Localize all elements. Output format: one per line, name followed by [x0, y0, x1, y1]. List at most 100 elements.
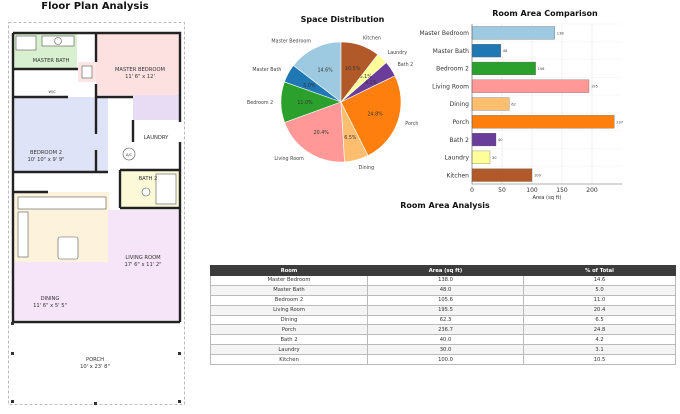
- bar-value-label: 62: [511, 103, 516, 107]
- bar-value-label: 138: [557, 31, 565, 35]
- room-label-laundry: LAUNDRY: [144, 135, 170, 141]
- bar-x-tick-label: 50: [498, 187, 506, 194]
- bar-category-label: Living Room: [432, 83, 469, 90]
- table-header-cell: Room: [210, 265, 368, 276]
- table-cell: Master Bath: [210, 284, 368, 296]
- pie-chart-title: Space Distribution: [300, 15, 385, 24]
- table-cell: Dining: [210, 314, 368, 326]
- bar-chart-title: Room Area Comparison: [492, 9, 598, 18]
- room-area-table: Room Area (sq ft)% of Total Master Bedroo…: [210, 265, 676, 366]
- pie-category-label-master-bath: Master Bath: [252, 67, 281, 73]
- bar-category-label: Bedroom 2: [436, 66, 469, 73]
- bar-laundry: [471, 150, 491, 164]
- room-label-ac: A/C: [126, 153, 133, 157]
- room-label-living-room: LIVING ROOM: [125, 255, 160, 261]
- table-cell: Porch: [210, 324, 368, 336]
- bar-value-label: 40: [498, 138, 503, 142]
- room-label-master-bedroom: MASTER BEDROOM: [115, 67, 165, 73]
- table-cell: 30.0: [367, 344, 524, 356]
- pie-pct-label-master-bedroom: 14.6%: [317, 68, 333, 74]
- bar-value-label: 237: [616, 120, 623, 124]
- table-cell: 6.5: [523, 314, 676, 326]
- zone-living-room: [108, 210, 180, 320]
- table-header-cell: Area (sq ft): [367, 265, 524, 276]
- bar-value-label: 195: [591, 85, 598, 89]
- table-cell: 3.1: [523, 344, 676, 356]
- pie-slice-living-room: [284, 101, 345, 163]
- bar-bedroom-2: [471, 61, 536, 75]
- bar-category-label: Porch: [452, 119, 469, 126]
- pie-pct-label-master-bath: 5.0%: [303, 83, 316, 89]
- bar-x-tick-label: 100: [526, 187, 538, 194]
- bar-dining: [471, 97, 510, 111]
- bar-x-tick-label: 150: [556, 187, 568, 194]
- zone-bedroom-2: [13, 97, 108, 172]
- table-cell: 138.0: [367, 275, 524, 286]
- zone-dining: [13, 262, 108, 320]
- table-row: Living Room 195.5 20.4: [210, 304, 676, 316]
- pie-category-label-porch: Porch: [405, 121, 418, 127]
- bar-value-label: 106: [538, 67, 546, 71]
- floorplan-title: Floor Plan Analysis: [41, 1, 149, 12]
- table-cell: Kitchen: [210, 354, 368, 366]
- bar-category-label: Dining: [450, 101, 470, 108]
- bar-category-label: Master Bath: [433, 48, 470, 55]
- table-cell: 105.6: [367, 294, 524, 306]
- pie-category-label-laundry: Laundry: [388, 50, 408, 56]
- pie-slice-porch: [340, 75, 402, 156]
- table-cell: 236.7: [367, 324, 524, 336]
- pie-slice-kitchen: [340, 41, 379, 103]
- pie-slice-master-bedroom: [292, 41, 342, 103]
- room-dims-living-room: 17' 6" x 11' 2": [124, 262, 161, 268]
- table-cell: 11.0: [523, 294, 676, 306]
- floor-plan-drawing: MASTER BATH MASTER BEDROOM 11' 6" x 12' …: [8, 22, 185, 405]
- zone-closet: [133, 95, 180, 120]
- bar-category-label: Master Bedroom: [419, 30, 469, 37]
- table-cell: Laundry: [210, 344, 368, 356]
- table-row: Bedroom 2 105.6 11.0: [210, 294, 676, 306]
- pie-pct-label-kitchen: 10.5%: [345, 66, 361, 72]
- bar-chart: Master Bedroom 138 Master Bath 48 Bedroom 2 1…: [419, 23, 623, 201]
- room-label-wc: W/C: [48, 90, 56, 94]
- table-cell: 100.0: [367, 354, 524, 366]
- room-dims-bedroom-2: 10' 10" x 9' 9": [27, 157, 64, 163]
- pie-pct-label-bedroom-2: 11.0%: [297, 100, 313, 106]
- table-cell: 10.5: [523, 354, 676, 366]
- pie-pct-label-porch: 24.8%: [367, 111, 383, 117]
- table-row: Porch 236.7 24.8: [210, 324, 676, 336]
- pie-pct-label-dining: 6.5%: [344, 135, 357, 141]
- table-cell: Bedroom 2: [210, 294, 368, 306]
- table-cell: 24.8: [523, 324, 676, 336]
- room-dims-porch: 10' x 23' 8": [80, 364, 110, 370]
- bar-x-tick-label: 0: [470, 187, 474, 194]
- table-header-cell: % of Total: [523, 265, 676, 276]
- bar-living-room: [471, 79, 590, 93]
- table-row: Kitchen 100.0 10.5: [210, 354, 676, 366]
- zone-master-bedroom: [96, 33, 180, 95]
- table-cell: 62.3: [367, 314, 524, 326]
- table-cell: Living Room: [210, 304, 368, 316]
- room-label-porch: PORCH: [86, 357, 104, 363]
- pie-category-label-bedroom-2: Bedroom 2: [247, 100, 273, 106]
- room-dims-master-bedroom: 11' 6" x 12': [125, 74, 155, 80]
- table-cell: 40.0: [367, 334, 524, 346]
- table-cell: 48.0: [367, 284, 524, 296]
- room-label-bath-2: BATH 2: [139, 176, 158, 182]
- bar-value-label: 48: [503, 49, 508, 53]
- table-cell: Master Bedroom: [210, 275, 368, 286]
- table-row: Master Bedroom 138.0 14.6: [210, 275, 676, 286]
- room-label-master-bath: MASTER BATH: [33, 58, 70, 64]
- pie-category-label-kitchen: Kitchen: [363, 35, 381, 41]
- pie-pct-label-bath-2: 4.2%: [365, 80, 378, 86]
- bar-master-bath: [471, 44, 501, 58]
- table-row: Dining 62.3 6.5: [210, 314, 676, 326]
- bar-x-tick-label: 200: [586, 187, 598, 194]
- bar-value-label: 100: [534, 174, 542, 178]
- table-cell: 195.5: [367, 304, 524, 316]
- pie-category-label-bath-2: Bath 2: [398, 62, 414, 68]
- bar-category-label: Laundry: [445, 155, 470, 162]
- pie-category-label-living-room: Living Room: [274, 156, 304, 162]
- pie-pct-label-laundry: 3.1%: [360, 74, 373, 80]
- bar-master-bedroom: [471, 26, 555, 40]
- room-label-bedroom-2: BEDROOM 2: [30, 150, 62, 156]
